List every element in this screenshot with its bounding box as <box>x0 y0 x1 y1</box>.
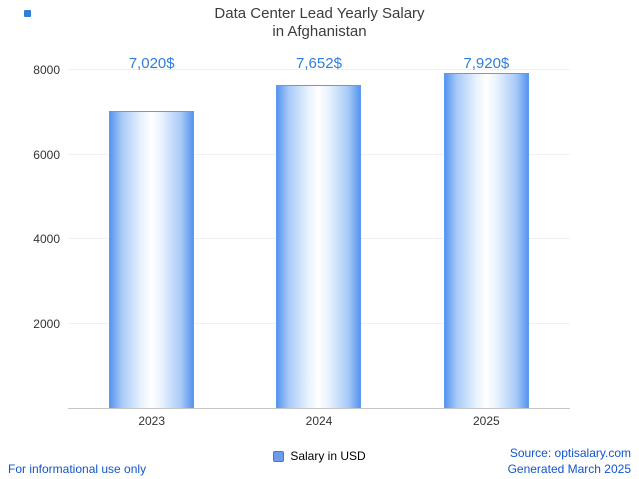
legend: Salary in USD <box>0 449 639 463</box>
legend-label: Salary in USD <box>290 449 366 463</box>
gridline <box>68 69 570 70</box>
x-tick-label: 2024 <box>305 414 333 428</box>
plot-area: 7,020$ 7,652$ 7,920$ <box>68 55 570 409</box>
y-tick-label: 8000 <box>33 63 60 77</box>
chart-title-line2: in Afghanistan <box>272 23 367 40</box>
generated-text: Generated March 2025 <box>507 462 631 476</box>
corner-marker-icon <box>24 10 31 17</box>
plot-columns: 7,020$ 7,652$ 7,920$ <box>68 55 570 408</box>
y-tick-label: 6000 <box>33 147 60 162</box>
bar-column: 7,652$ <box>235 55 402 408</box>
legend-marker-icon <box>273 450 285 462</box>
bar-value-label: 7,920$ <box>463 55 510 72</box>
bar-column: 7,020$ <box>68 55 235 408</box>
x-tick-label: 2025 <box>472 414 500 428</box>
salary-bar <box>276 84 362 408</box>
source-text: Source: optisalary.com <box>509 446 631 460</box>
salary-bar <box>109 111 195 408</box>
bar-value-label: 7,652$ <box>296 55 342 72</box>
bar-value-label: 7,020$ <box>128 55 175 72</box>
x-axis-labels: 2023 2024 2025 <box>68 414 570 428</box>
bar-column: 7,920$ <box>403 55 570 408</box>
y-tick-label: 2000 <box>33 316 60 331</box>
y-tick-label: 4000 <box>33 232 60 246</box>
salary-bar <box>443 73 529 408</box>
chart-title-line1: Data Center Lead Yearly Salary <box>214 5 425 22</box>
chart-title: Data Center Lead Yearly Salary in Afghan… <box>0 5 639 41</box>
disclaimer-text: For informational use only <box>8 462 147 476</box>
y-axis-labels: 2000 4000 6000 8000 <box>0 63 60 408</box>
x-tick-label: 2023 <box>138 414 166 428</box>
source-block: Source: optisalary.com Generated March 2… <box>508 445 631 477</box>
